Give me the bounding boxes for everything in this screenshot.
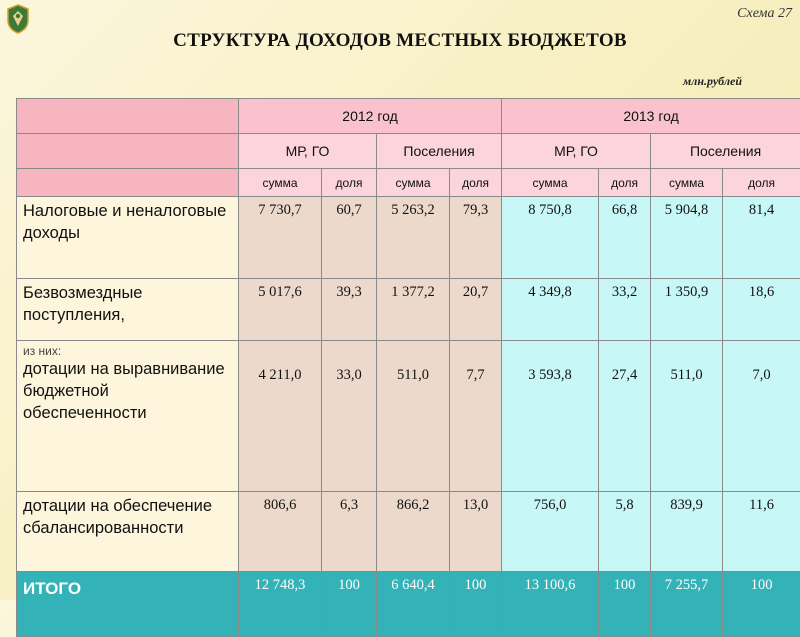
value-cell: 79,3 [450,197,502,279]
value-cell: 13,0 [450,492,502,572]
subheader-cell: сумма [239,169,322,197]
header-row-years: 2012 год 2013 год [17,99,800,134]
subheader-cell: доля [322,169,377,197]
table-row: дотации на обеспечение сбалансированност… [17,492,800,572]
value-cell: 5 904,8 [651,197,723,279]
value-cell: 20,7 [450,279,502,341]
value-cell: 7,0 [723,341,800,492]
header-group-mr-go-2012: МР, ГО [239,134,377,169]
subheader-cell: сумма [651,169,723,197]
table-row: из них: дотации на выравнивание бюджетно… [17,341,800,492]
value-cell: 866,2 [377,492,450,572]
value-cell: 839,9 [651,492,723,572]
value-cell: 1 350,9 [651,279,723,341]
header-year-2012: 2012 год [239,99,502,134]
total-value-cell: 7 255,7 [651,572,723,637]
value-cell: 60,7 [322,197,377,279]
value-cell: 4 349,8 [502,279,599,341]
value-cell: 7,7 [450,341,502,492]
header-year-2013: 2013 год [502,99,800,134]
total-row: ИТОГО 12 748,3 100 6 640,4 100 13 100,6 … [17,572,800,637]
row-note: из них: [23,344,234,358]
total-value-cell: 12 748,3 [239,572,322,637]
value-cell: 5 263,2 [377,197,450,279]
subheader-cell: доля [599,169,651,197]
table-row: Безвозмездные поступления, 5 017,6 39,3 … [17,279,800,341]
value-cell: 5,8 [599,492,651,572]
value-cell: 5 017,6 [239,279,322,341]
header-group-settlements-2013: Поселения [651,134,800,169]
header-corner [17,169,239,197]
subheader-cell: сумма [377,169,450,197]
header-row-groups: МР, ГО Поселения МР, ГО Поселения [17,134,800,169]
total-value-cell: 100 [599,572,651,637]
budget-income-table: 2012 год 2013 год МР, ГО Поселения МР, Г… [16,98,800,637]
value-cell: 8 750,8 [502,197,599,279]
value-cell: 511,0 [651,341,723,492]
table-row: Налоговые и неналоговые доходы 7 730,7 6… [17,197,800,279]
value-cell: 7 730,7 [239,197,322,279]
value-cell: 18,6 [723,279,800,341]
value-cell: 756,0 [502,492,599,572]
row-label: дотации на обеспечение сбалансированност… [17,492,239,572]
total-label: ИТОГО [17,572,239,637]
value-cell: 39,3 [322,279,377,341]
header-row-subcolumns: сумма доля сумма доля сумма доля сумма д… [17,169,800,197]
value-cell: 1 377,2 [377,279,450,341]
value-cell: 3 593,8 [502,341,599,492]
value-cell: 511,0 [377,341,450,492]
row-label-cell: из них: дотации на выравнивание бюджетно… [17,341,239,492]
subheader-cell: доля [723,169,800,197]
value-cell: 33,0 [322,341,377,492]
total-value-cell: 100 [322,572,377,637]
value-cell: 11,6 [723,492,800,572]
header-corner [17,99,239,134]
value-cell: 6,3 [322,492,377,572]
value-cell: 27,4 [599,341,651,492]
value-cell: 4 211,0 [239,341,322,492]
page-title: СТРУКТУРА ДОХОДОВ МЕСТНЫХ БЮДЖЕТОВ [0,30,800,52]
value-cell: 66,8 [599,197,651,279]
header-group-mr-go-2013: МР, ГО [502,134,651,169]
value-cell: 806,6 [239,492,322,572]
total-value-cell: 6 640,4 [377,572,450,637]
row-label: Безвозмездные поступления, [17,279,239,341]
value-cell: 33,2 [599,279,651,341]
subheader-cell: доля [450,169,502,197]
units-label: млн.рублей [683,74,742,89]
subheader-cell: сумма [502,169,599,197]
total-value-cell: 100 [723,572,800,637]
header-corner [17,134,239,169]
row-label: дотации на выравнивание бюджетной обеспе… [23,360,225,422]
header-group-settlements-2012: Поселения [377,134,502,169]
value-cell: 81,4 [723,197,800,279]
total-value-cell: 13 100,6 [502,572,599,637]
scheme-number: Схема 27 [737,6,792,22]
total-value-cell: 100 [450,572,502,637]
row-label: Налоговые и неналоговые доходы [17,197,239,279]
